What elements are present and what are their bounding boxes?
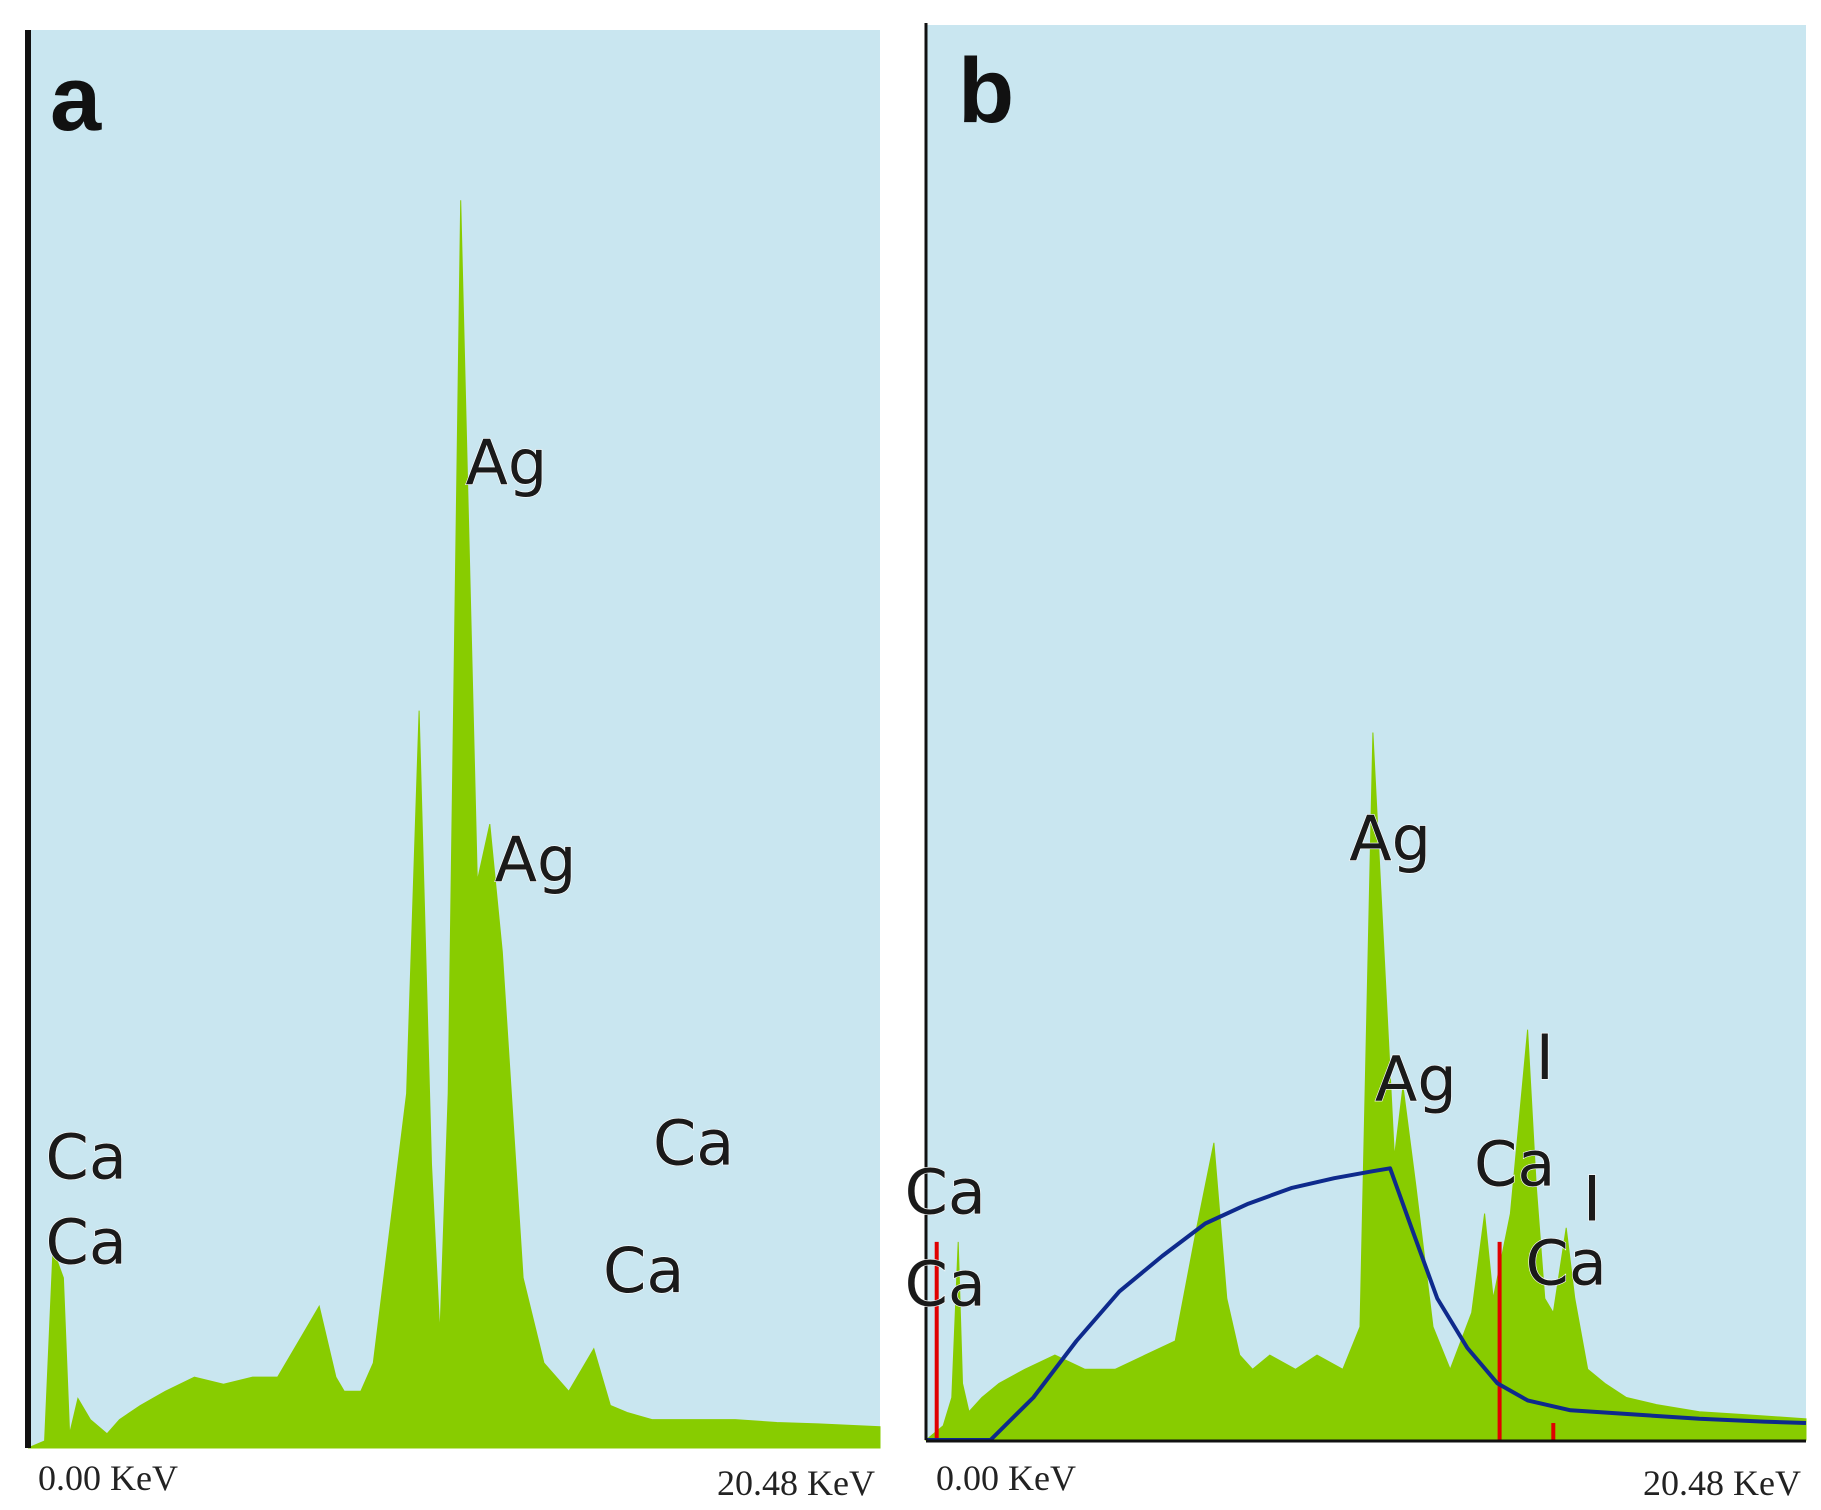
panel-b-spectrum-area [924,732,1807,1441]
peak-label-ca-7: Ca [905,1248,986,1321]
panel-a-x-max-label: 20.48 KeV [717,1463,875,1503]
peak-label-ag-0: Ag [466,426,548,499]
panel-a-letter: a [50,48,102,150]
peak-label-ca-5: Ca [1526,1226,1607,1299]
peak-label-ca-4: Ca [653,1106,734,1179]
panel-b-x-max-label: 20.48 KeV [1643,1463,1801,1503]
peak-label-ca-6: Ca [905,1156,986,1229]
peak-label-ca-2: Ca [46,1121,127,1194]
panel-b-marker-lines [934,1241,1556,1440]
peak-label-i-2: I [1536,1021,1554,1094]
panel-a-spectrum-area [27,200,881,1449]
peak-label-ca-4: Ca [1474,1127,1555,1200]
peak-label-ca-5: Ca [603,1234,684,1307]
peak-label-i-3: I [1583,1163,1601,1236]
peak-label-ag-1: Ag [1375,1042,1457,1115]
panel-a: a Ag Ag Ca Ca Ca Ca 0.00 KeV 20.48 KeV [25,30,881,1503]
peak-label-ag-0: Ag [1349,802,1431,875]
panel-b-letter: b [958,40,1014,142]
peak-label-ag-1: Ag [495,823,577,896]
peak-label-ca-3: Ca [46,1206,127,1279]
panel-b-x-min-label: 0.00 KeV [936,1458,1076,1498]
panel-b-background-curve [926,1166,1807,1442]
panel-a-peak-labels: Ag Ag Ca Ca Ca Ca [45,425,735,1307]
panel-a-x-min-label: 0.00 KeV [38,1458,178,1498]
